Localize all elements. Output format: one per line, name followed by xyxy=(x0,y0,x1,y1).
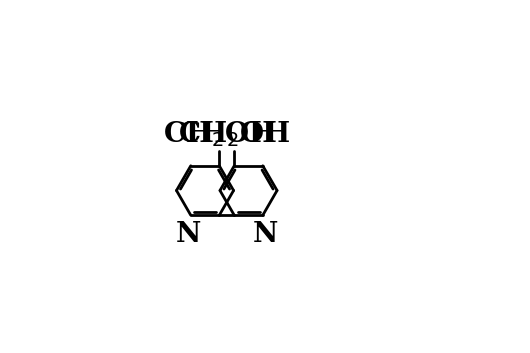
Text: N: N xyxy=(175,221,201,248)
Text: CH$_2$OH: CH$_2$OH xyxy=(178,119,290,149)
Text: CH$_2$OH: CH$_2$OH xyxy=(163,119,276,149)
Text: N: N xyxy=(253,221,278,248)
